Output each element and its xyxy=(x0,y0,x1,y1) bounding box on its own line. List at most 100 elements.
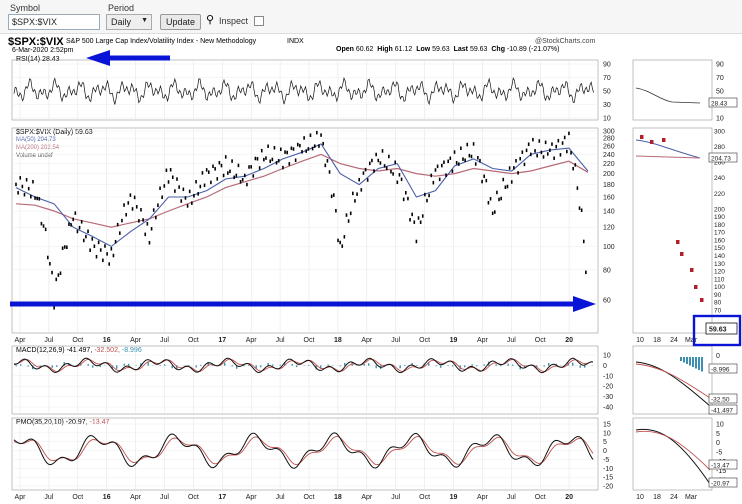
search-icon[interactable]: ⚲ xyxy=(206,14,215,26)
zoom-tick-label: 200 xyxy=(714,206,725,213)
macd-histogram-bar xyxy=(428,361,430,366)
rsi-panel xyxy=(11,59,599,121)
price-bar xyxy=(229,169,231,174)
macd-histogram-bar xyxy=(20,364,22,366)
price-bar xyxy=(108,262,111,266)
price-bar xyxy=(207,170,210,174)
pmo-zoom-tick-label: 0 xyxy=(716,440,720,447)
zoom-tick-label: 90 xyxy=(714,292,722,299)
price-bar xyxy=(536,153,538,158)
price-bar xyxy=(358,177,360,182)
price-bar xyxy=(140,208,142,212)
pmo-main-badge-box xyxy=(708,477,738,488)
price-bar xyxy=(106,252,108,256)
pmo-tick-label: 10 xyxy=(603,430,611,437)
price-bar xyxy=(244,173,246,178)
price-bar xyxy=(260,148,263,153)
macd-legend: MACD(12,26,9) -41.497, -32.502, -8.996 xyxy=(16,347,142,354)
macd-histogram-bar xyxy=(243,365,245,367)
period-label: Period xyxy=(108,3,135,13)
price-bar xyxy=(360,188,363,192)
macd-histogram-bar xyxy=(128,363,130,366)
price-bar xyxy=(417,216,420,220)
price-bar xyxy=(55,277,58,282)
macd-histogram-bar xyxy=(447,365,449,366)
price-bar xyxy=(95,254,98,259)
zoom-tick-label: 70 xyxy=(714,308,722,315)
inspect-checkbox[interactable] xyxy=(254,16,264,26)
price-bar xyxy=(557,138,560,143)
price-bar xyxy=(125,212,127,217)
ma-badge-box xyxy=(708,152,738,163)
period-select[interactable]: Daily ▼ xyxy=(106,14,152,30)
macd-histogram-bar xyxy=(171,365,173,369)
price-bar xyxy=(498,197,500,202)
zoom-price-mark xyxy=(640,135,644,139)
price-panel-zoom xyxy=(632,127,713,334)
price-bar xyxy=(91,237,94,241)
price-bar xyxy=(328,170,331,174)
zoom-tick-label: 80 xyxy=(714,300,722,307)
price-bar xyxy=(523,162,526,167)
x-tick-label: 18 xyxy=(334,337,342,344)
price-bar xyxy=(413,220,416,224)
price-bar xyxy=(515,159,517,163)
pmo-main-legend: PMO(35,20,10) -20.97, xyxy=(16,419,88,426)
price-bar xyxy=(144,232,147,237)
price-panel xyxy=(11,127,599,334)
price-bar xyxy=(241,178,244,182)
macd-histogram-bar xyxy=(584,365,586,368)
macd-histogram-bar xyxy=(536,365,538,368)
price-bar xyxy=(280,147,282,152)
price-bar xyxy=(72,217,74,222)
zoom-x-tick-label: 10 xyxy=(636,337,644,344)
price-bar xyxy=(85,234,87,239)
price-bar xyxy=(61,246,64,251)
price-bar xyxy=(267,144,269,148)
price-bar xyxy=(299,143,301,148)
x-tick-label: 20 xyxy=(565,494,573,501)
macd-histogram-bar xyxy=(411,363,413,366)
zoom-x-tick-label: 10 xyxy=(636,494,644,501)
price-bar xyxy=(519,156,522,161)
macd-histogram-bar xyxy=(159,365,161,367)
price-bar xyxy=(284,150,286,154)
price-bar xyxy=(400,177,403,182)
zoom-tick-label: 160 xyxy=(714,237,725,244)
symbol-input[interactable]: $SPX:$VIX xyxy=(8,14,100,30)
price-bar xyxy=(161,195,163,200)
price-bar xyxy=(97,240,100,245)
price-bar xyxy=(409,218,411,222)
zoom-tick-label: 300 xyxy=(714,129,725,136)
pmo-tick-label: -5 xyxy=(603,457,609,464)
price-bar xyxy=(32,179,34,184)
macd-histogram-bar xyxy=(507,363,509,366)
x-tick-label: Jul xyxy=(507,494,516,501)
price-bar xyxy=(38,197,41,201)
x-tick-label: Apr xyxy=(130,494,142,501)
price-bar xyxy=(235,173,238,178)
zoom-x-tick-label: Mar xyxy=(685,494,698,501)
price-bar xyxy=(248,165,250,169)
update-button[interactable]: Update xyxy=(160,14,202,30)
macd-signal-badge-box xyxy=(708,393,738,404)
x-tick-label: Jul xyxy=(160,494,169,501)
macd-zoom-line xyxy=(635,361,711,407)
x-tick-label: Apr xyxy=(246,337,258,344)
price-bar xyxy=(521,150,524,154)
price-bar xyxy=(163,184,166,188)
x-tick-label: Apr xyxy=(15,494,27,501)
price-bar xyxy=(443,160,445,164)
price-bar xyxy=(142,218,144,222)
macd-histogram-bar xyxy=(524,365,526,369)
x-tick-label: Oct xyxy=(72,494,83,501)
macd-histogram-bar xyxy=(123,363,125,366)
volume-legend: Volume undef xyxy=(16,153,53,159)
price-bar xyxy=(78,225,81,230)
price-bar xyxy=(513,166,515,170)
price-bar xyxy=(273,146,276,150)
price-bar xyxy=(474,162,477,166)
price-bar xyxy=(457,162,460,166)
price-bar xyxy=(104,244,106,248)
